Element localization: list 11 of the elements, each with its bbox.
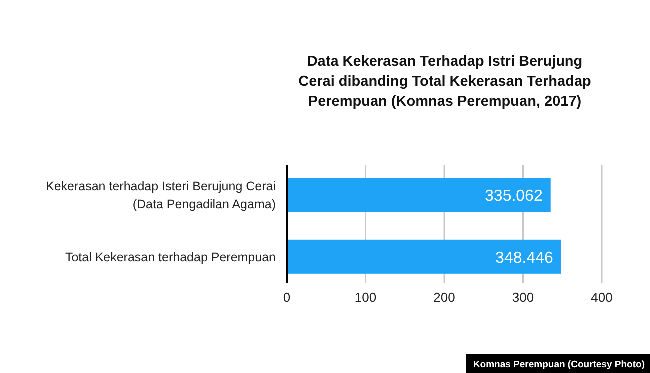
data-label: 335.062 bbox=[485, 188, 543, 206]
x-tick-label: 300 bbox=[512, 290, 534, 305]
chart-title: Data Kekerasan Terhadap Istri Berujung Cerai dibanding Total Kekerasan Terhadap Perempuan (Komnas Perempuan, 2017) bbox=[298, 54, 592, 110]
y-tick-label: Kekerasan terhadap Isteri Berujung Cerai (Data Pengadilan Agama) bbox=[46, 180, 276, 212]
y-tick-label: Total Kekerasan terhadap Perempuan bbox=[65, 250, 276, 264]
x-tick-label: 400 bbox=[591, 290, 613, 305]
x-tick-label: 100 bbox=[354, 290, 377, 305]
data-label: 348.446 bbox=[496, 250, 554, 267]
x-tick-label: 0 bbox=[283, 290, 291, 305]
text: Komnas Perempuan (Courtesy Photo) bbox=[473, 360, 645, 370]
x-tick-label: 200 bbox=[434, 290, 456, 305]
